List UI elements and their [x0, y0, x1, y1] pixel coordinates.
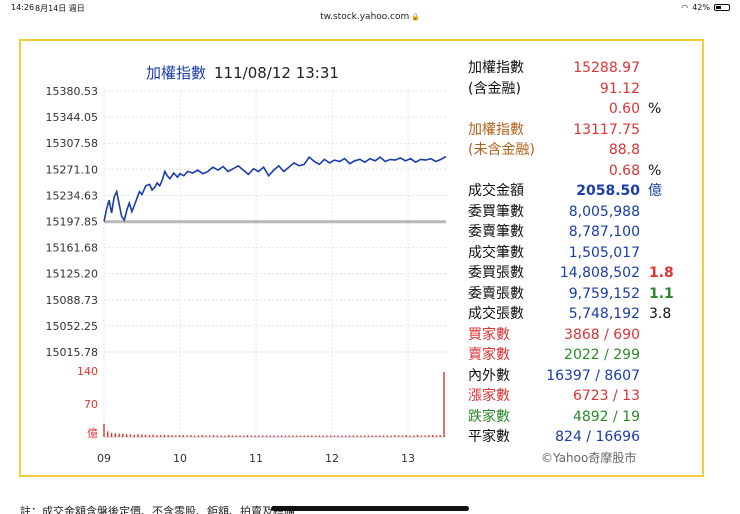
chart-frame [19, 39, 704, 477]
status-time: 14:26 [11, 3, 35, 12]
up-label: 漲家數 [468, 388, 510, 404]
bid-vol: 14,808,502 [559, 265, 640, 281]
deal-vol: 5,748,192 [568, 306, 640, 322]
x-tick-label: 09 [97, 452, 111, 465]
bid-vol-ratio: 1.8 [649, 265, 674, 281]
y-tick-label: 15380.53 [46, 85, 99, 98]
deal-count: 1,505,017 [568, 244, 640, 261]
ask-vol: 9,759,152 [568, 285, 640, 302]
y-tick-label: 15015.78 [46, 346, 99, 359]
sellers-label: 賣家數 [468, 347, 510, 363]
battery-icon [714, 4, 730, 11]
stats-panel: 加權指數 15288.97 (含金融) 91.12 0.60% 加權指數 13117.… [468, 58, 698, 448]
y-tick-label: 15125.20 [46, 268, 99, 281]
url-bar[interactable]: tw.stock.yahoo.com 🔒 [0, 12, 740, 22]
incl-change: 91.12 [599, 80, 640, 97]
y-tick-label: 15197.85 [46, 216, 99, 229]
incl-label: (含金融) [468, 80, 521, 97]
ex-pct: 0.68 [608, 162, 640, 179]
x-tick-label: 11 [249, 452, 263, 465]
flat-count: 824 / 16696 [555, 429, 640, 445]
volume-tick-label: 140 [77, 365, 98, 378]
down-label: 跌家數 [468, 408, 510, 425]
volume-tick-label: 億 [87, 427, 98, 440]
bid-vol-label: 委買張數 [468, 265, 524, 281]
turnover-unit: 億 [648, 183, 662, 199]
battery-fill [716, 6, 722, 9]
y-tick-label: 15088.73 [46, 294, 99, 307]
flat-label: 平家數 [468, 429, 510, 445]
footnote: 註：成交金額含盤後定價、不含零股、鉅額、拍賣及標購 [20, 505, 295, 514]
inout: 16397 / 8607 [546, 367, 640, 384]
x-tick-label: 13 [401, 452, 415, 465]
status-right: ◠ 42% [681, 3, 730, 12]
chart-title: 加權指數 111/08/12 13:31 [146, 62, 339, 83]
volume-tick-label: 70 [84, 398, 98, 411]
chart-title-name: 加權指數 [146, 64, 207, 82]
bid-count-label: 委買筆數 [468, 203, 524, 220]
bid-count: 8,005,988 [568, 203, 640, 220]
turnover-value: 2058.50 [576, 183, 640, 199]
ex-pct-unit: % [648, 162, 662, 179]
lock-icon: 🔒 [411, 13, 420, 21]
ask-vol-label: 委賣張數 [468, 285, 524, 302]
battery-percent: 42% [692, 3, 710, 12]
ex-label: 加權指數 [468, 121, 524, 138]
inout-label: 內外數 [468, 367, 510, 384]
y-tick-label: 15161.68 [46, 242, 99, 255]
deal-count-label: 成交筆數 [468, 244, 524, 261]
status-date: 8月14日 週日 [35, 4, 85, 13]
incl-pct-unit: % [648, 101, 662, 117]
sellers: 2022 / 299 [564, 347, 640, 363]
url-text: tw.stock.yahoo.com [320, 12, 410, 22]
y-tick-label: 15271.10 [46, 163, 99, 176]
index-line [103, 155, 447, 223]
deal-vol-label: 成交張數 [468, 306, 524, 322]
ex-value: 13117.75 [573, 121, 640, 138]
source-credit: ©Yahoo奇摩股市 [541, 451, 637, 465]
ask-vol-ratio: 1.1 [649, 285, 674, 302]
ex-sub-label: (未含金融) [468, 142, 535, 158]
turnover-label: 成交金額 [468, 183, 524, 199]
x-tick-label: 12 [325, 452, 339, 465]
y-tick-label: 15234.63 [46, 189, 99, 202]
x-tick-label: 10 [173, 452, 187, 465]
deal-vol-ratio: 3.8 [649, 306, 672, 322]
y-tick-label: 15307.58 [46, 137, 99, 150]
y-tick-label: 15052.25 [46, 320, 99, 333]
buyers-label: 買家數 [468, 326, 510, 343]
wifi-icon: ◠ [681, 3, 689, 12]
buyers: 3868 / 690 [564, 326, 640, 343]
index-label: 加權指數 [468, 60, 524, 76]
ex-change: 88.8 [608, 142, 640, 158]
up-count: 6723 / 13 [572, 388, 640, 404]
home-indicator[interactable] [271, 506, 469, 511]
ask-count: 8,787,100 [568, 224, 640, 240]
chart-title-datetime: 111/08/12 13:31 [214, 64, 339, 82]
status-bar: 14:26 8月14日 週日 ◠ 42% [0, 0, 740, 14]
index-value: 15288.97 [573, 60, 640, 76]
incl-pct: 0.60 [608, 101, 640, 117]
ask-count-label: 委賣筆數 [468, 224, 524, 240]
y-tick-label: 15344.05 [46, 111, 99, 124]
down-count: 4892 / 19 [572, 408, 640, 425]
